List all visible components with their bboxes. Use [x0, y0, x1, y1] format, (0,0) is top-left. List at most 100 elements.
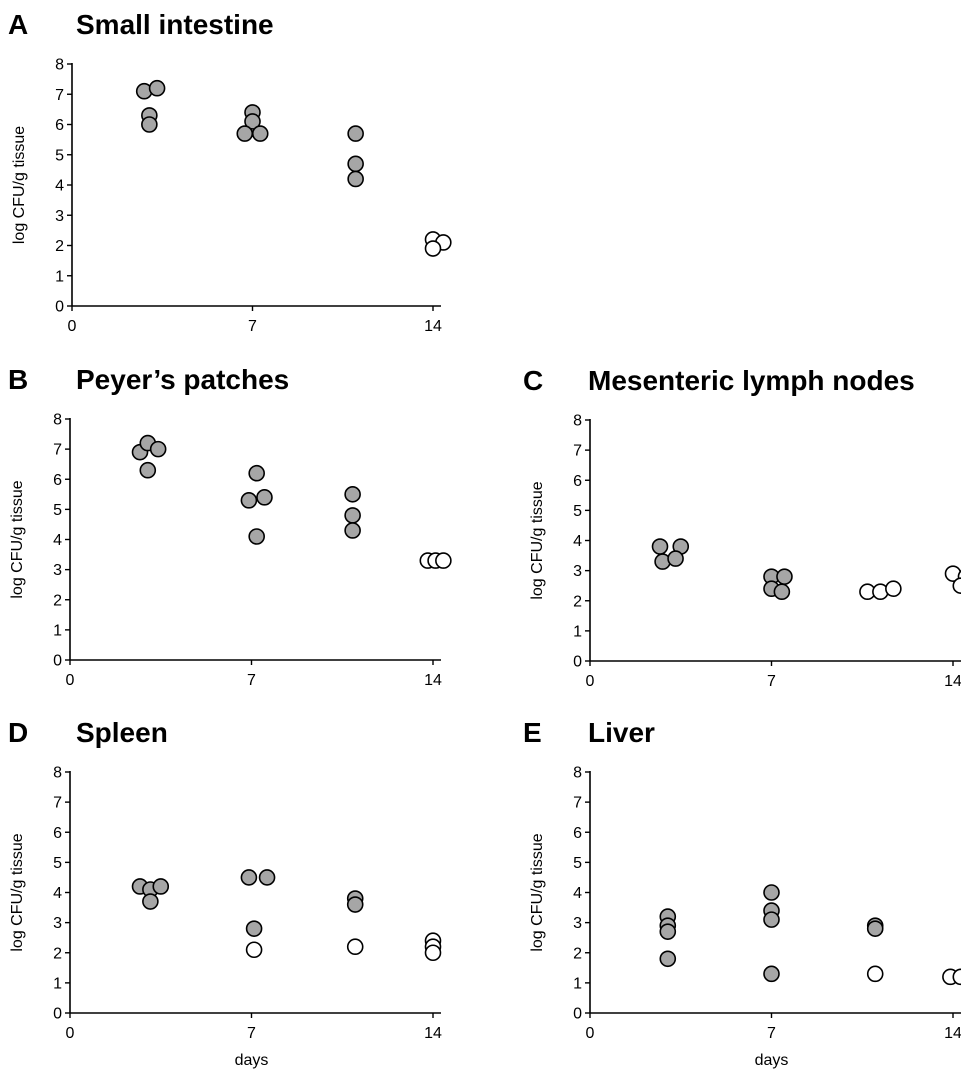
y-tick-label: 1 — [573, 975, 582, 992]
y-tick-label: 2 — [53, 592, 62, 609]
data-point-open — [424, 240, 442, 257]
y-axis-label: log CFU/g tissue — [529, 481, 546, 599]
x-tick-label: 0 — [68, 318, 77, 335]
data-point-filled — [248, 464, 265, 482]
panel-letter: A — [8, 9, 28, 40]
y-tick-label: 0 — [53, 653, 62, 670]
data-point-filled — [258, 869, 276, 886]
chart-title: Peyer’s patches — [76, 364, 289, 395]
y-tick-label: 7 — [53, 795, 62, 812]
data-point-filled — [248, 528, 265, 545]
y-tick-label: 3 — [53, 915, 62, 932]
data-points — [131, 434, 452, 569]
y-tick-label: 8 — [55, 57, 64, 74]
y-tick-label: 8 — [573, 413, 582, 430]
y-tick-label: 1 — [53, 622, 62, 639]
x-axis-label: days — [235, 1052, 269, 1069]
y-tick-label: 4 — [53, 532, 62, 549]
y-tick-label: 5 — [53, 502, 62, 519]
y-tick-label: 7 — [53, 442, 62, 459]
y-tick-label: 5 — [55, 147, 64, 164]
data-points — [135, 79, 452, 257]
panel-b: B Peyer’s patches 0 1 2 3 4 5 6 7 8 0 7 14 log CFU/g t… — [8, 364, 452, 689]
y-tick-label: 3 — [53, 562, 62, 579]
data-point-open — [435, 552, 452, 569]
y-tick-label: 8 — [573, 765, 582, 782]
data-point-filled — [763, 965, 780, 983]
x-tick-label: 14 — [944, 673, 961, 690]
data-point-filled — [659, 923, 677, 940]
y-tick-label: 7 — [55, 87, 64, 104]
chart-title: Small intestine — [76, 9, 274, 40]
data-point-filled — [244, 113, 261, 130]
data-point-filled — [240, 869, 258, 886]
data-point-open — [245, 941, 263, 959]
data-point-open — [952, 968, 961, 986]
y-tick-label: 2 — [573, 593, 582, 610]
y-tick-label: 7 — [573, 795, 582, 812]
y-tick-label: 5 — [573, 503, 582, 520]
data-point-open — [952, 577, 961, 594]
chart-title: Spleen — [76, 717, 168, 748]
panel-c: C Mesenteric lymph nodes 0 1 2 3 4 5 6 7 8 0 7 14 log … — [523, 365, 961, 690]
y-tick-label: 6 — [573, 825, 582, 842]
panel-letter: B — [8, 364, 28, 395]
y-tick-label: 5 — [573, 855, 582, 872]
chart-title: Mesenteric lymph nodes — [588, 365, 915, 396]
data-points — [651, 538, 961, 601]
y-tick-label: 0 — [573, 1006, 582, 1023]
panel-d: D Spleen 0 1 2 3 4 5 6 7 8 0 7 14 log CFU/g tissue days — [8, 717, 442, 1069]
panel-a: A Small intestine 0 1 2 3 4 5 6 7 8 0 7 14 log CFU/g t… — [8, 9, 452, 335]
data-point-filled — [344, 486, 361, 503]
x-tick-label: 14 — [424, 672, 442, 689]
data-point-filled — [142, 893, 159, 910]
data-point-filled — [256, 489, 273, 506]
data-point-open — [346, 938, 364, 956]
data-point-filled — [659, 950, 677, 968]
y-tick-label: 6 — [55, 117, 64, 134]
data-point-filled — [763, 884, 780, 901]
x-tick-label: 14 — [944, 1025, 961, 1042]
y-axis-label: log CFU/g tissue — [9, 480, 26, 598]
y-tick-label: 1 — [53, 975, 62, 992]
data-point-filled — [139, 461, 157, 479]
data-point-filled — [776, 568, 793, 585]
y-axis-label: log CFU/g tissue — [9, 833, 26, 951]
y-tick-label: 7 — [573, 443, 582, 460]
x-tick-label: 0 — [66, 1025, 75, 1042]
y-tick-label: 8 — [53, 412, 62, 429]
data-point-filled — [344, 507, 361, 524]
data-point-open — [885, 580, 902, 598]
x-tick-label: 7 — [247, 1025, 256, 1042]
data-point-open — [424, 944, 442, 962]
data-point-filled — [152, 878, 170, 895]
y-tick-label: 2 — [55, 238, 64, 255]
x-tick-label: 7 — [767, 1025, 776, 1042]
y-axis-label: log CFU/g tissue — [529, 833, 546, 951]
panel-e: E Liver 0 1 2 3 4 5 6 7 8 0 7 14 log CFU/g tissue days — [523, 717, 961, 1069]
data-point-filled — [251, 125, 269, 142]
y-tick-label: 6 — [573, 473, 582, 490]
y-tick-label: 4 — [573, 533, 582, 550]
y-tick-label: 1 — [55, 268, 64, 285]
y-tick-label: 3 — [55, 208, 64, 225]
data-point-filled — [347, 125, 364, 142]
x-tick-label: 0 — [586, 673, 595, 690]
data-point-filled — [773, 583, 791, 601]
x-tick-label: 0 — [66, 672, 75, 689]
y-tick-label: 5 — [53, 855, 62, 872]
y-tick-label: 1 — [573, 623, 582, 640]
data-point-filled — [347, 170, 364, 188]
y-tick-label: 4 — [55, 178, 64, 195]
data-points — [659, 884, 961, 986]
y-tick-label: 4 — [53, 885, 62, 902]
data-point-filled — [141, 116, 158, 133]
y-axis-label: log CFU/g tissue — [11, 126, 28, 244]
y-tick-label: 6 — [53, 825, 62, 842]
y-tick-label: 3 — [573, 563, 582, 580]
data-point-filled — [149, 440, 167, 458]
y-tick-label: 4 — [573, 885, 582, 902]
x-tick-label: 7 — [767, 673, 776, 690]
